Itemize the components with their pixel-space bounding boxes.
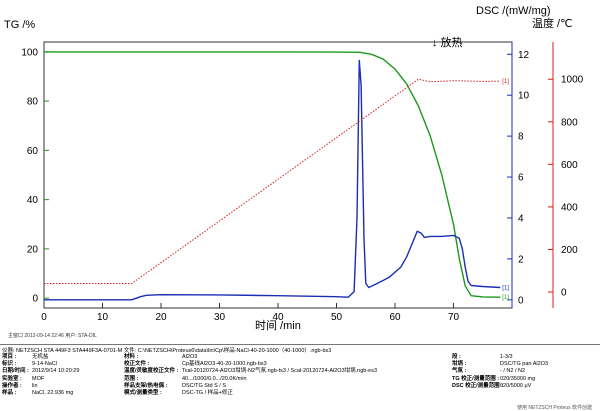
- dsc-tick-label: 0: [518, 295, 524, 306]
- dsc-tick-label: 6: [518, 173, 524, 184]
- info-row: 校正文件 : Cp基线Al2O3-40-20-1000.ngb-bs3: [124, 361, 377, 368]
- tg-axis-title: TG /%: [4, 19, 36, 31]
- info-value: 2012/9/14 10:20:29: [32, 368, 80, 375]
- dsc-tick-label: 10: [518, 91, 530, 102]
- x-axis-title: 时间 /min: [255, 320, 301, 332]
- temperature-axis-title: 温度 /℃: [532, 18, 573, 30]
- info-value: NaCl, 22.936 mg: [32, 390, 74, 397]
- info-value: DSC-TG / 样品+修正: [182, 390, 233, 397]
- x-tick-label: 30: [214, 312, 226, 323]
- info-header: 仪器: NETZSCH STA 449F3 STA449F3A-0701-M 文…: [2, 348, 332, 354]
- dsc-axis-title: DSC /(mW/mg): [476, 5, 551, 17]
- info-key: 标识 :: [2, 361, 17, 368]
- x-tick-label: 20: [155, 312, 167, 323]
- info-column-1: 项目 : 无机盐标识 : 9-14-NaCl 日期/时间 :2012/9/14 10:…: [2, 354, 79, 397]
- info-value: 40.../1000/0.0.../20.0K/min: [182, 375, 247, 382]
- info-key: 坩埚 :: [452, 361, 467, 368]
- info-key: 范围 :: [124, 375, 139, 382]
- info-key: 温度/灵敏度校正文件 :: [124, 368, 179, 375]
- info-row: 段 : 1-3/3: [452, 354, 548, 361]
- info-value: Al2O3: [182, 354, 198, 360]
- temperature-tick-label: 800: [561, 117, 578, 128]
- dsc-series-line: [44, 59, 501, 301]
- dsc-tick-label: 4: [518, 213, 524, 224]
- x-tick-label: 10: [97, 312, 109, 323]
- tg-tick-label: 80: [27, 97, 39, 108]
- info-row: 范围 : 40.../1000/0.0.../20.0K/min: [124, 376, 377, 383]
- info-key: 操作者 :: [2, 382, 22, 389]
- info-key: 实验室 :: [2, 375, 22, 382]
- footer-status: 主窗口 2012-09-14 22:46 用户: STA-DIL: [8, 333, 97, 339]
- info-row: DSC 校正/测量范围 :020/5000 μV: [452, 383, 548, 390]
- temp-series-tag: [1]: [502, 79, 509, 85]
- exotherm-indicator: ↓ 放热: [432, 37, 463, 49]
- x-tick-label: 50: [331, 312, 343, 323]
- temperature-tick-label: 1000: [561, 75, 584, 86]
- info-value: - / N2 / N2: [500, 368, 526, 375]
- temperature-tick-label: 600: [561, 160, 578, 171]
- info-key: 气氛 :: [452, 368, 467, 375]
- dsc-tick-label: 2: [518, 254, 524, 265]
- x-tick-label: 40: [272, 312, 284, 323]
- x-tick-label: 60: [389, 312, 401, 323]
- info-key: 样品支架/热电偶 :: [124, 382, 168, 389]
- info-key: TG 校正/测量范围 :: [452, 375, 500, 382]
- tg-tick-label: 100: [21, 47, 38, 58]
- info-key: 样品 :: [2, 390, 17, 397]
- info-key: DSC 校正/测量范围 :: [452, 382, 504, 389]
- info-row: 项目 : 无机盐: [2, 354, 79, 361]
- info-value: Tcal-20120724-Al2O3坩埚-N2气氛.ngb-ts3 / Sca…: [182, 368, 378, 375]
- tg-tick-label: 0: [32, 294, 38, 305]
- tg-series-line: [44, 51, 501, 298]
- info-row: 坩埚 : DSC/TG pan Al2O3: [452, 361, 548, 368]
- temperature-tick-label: 0: [561, 288, 567, 299]
- tg-tick-label: 40: [27, 195, 39, 206]
- info-value: 020/35000 mg: [500, 375, 536, 382]
- watermark: 使用 NETZSCH Proteus 软件创建: [516, 405, 592, 411]
- info-key: 模式/测量类型 :: [124, 390, 162, 397]
- info-value: MOF: [32, 375, 45, 382]
- measurement-info-table: 仪器: NETZSCH STA 449F3 STA449F3A-0701-M 文…: [0, 344, 600, 403]
- info-column-3: 段 : 1-3/3 坩埚 : DSC/TG pan Al2O3 气氛 : - / N2 /…: [452, 354, 548, 390]
- temperature-tick-label: 200: [561, 245, 578, 256]
- info-key: 材料 :: [124, 354, 139, 360]
- info-key: 项目 :: [2, 354, 17, 360]
- info-row: 气氛 : - / N2 / N2: [452, 368, 548, 375]
- info-value: DSC/TG pan Al2O3: [500, 361, 548, 368]
- tg-tick-label: 60: [27, 146, 39, 157]
- info-value: lin: [32, 382, 38, 389]
- x-tick-label: 0: [41, 312, 47, 323]
- info-value: 9-14-NaCl: [32, 361, 58, 368]
- info-row: 样品支架/热电偶 : DSC/TG Std S / S: [124, 383, 377, 390]
- tg-series-tag: [1]: [502, 295, 509, 301]
- info-key: 日期/时间 :: [2, 368, 29, 375]
- info-value: 020/5000 μV: [500, 382, 532, 389]
- info-key: 校正文件 :: [124, 361, 150, 368]
- dsc-tick-label: 8: [518, 132, 524, 143]
- info-key: 段 :: [452, 354, 461, 360]
- info-value: DSC/TG Std S / S: [182, 382, 227, 389]
- thermal-analysis-chart: 0 10 20 30 40 50 60 700204060801000246810120200…: [21, 41, 584, 323]
- info-row: 标识 : 9-14-NaCl: [2, 361, 79, 368]
- info-row: 样品 : NaCl, 22.936 mg: [2, 390, 79, 397]
- info-column-2: 材料 : Al2O3 校正文件 : Cp基线Al2O3-40-20-1000.ngb-…: [124, 354, 377, 397]
- info-row: 模式/测量类型 : DSC-TG / 样品+修正: [124, 390, 377, 397]
- temp-series-line: [44, 78, 501, 284]
- info-row: 操作者 : lin: [2, 383, 79, 390]
- dsc-series-tag: [1]: [502, 286, 509, 292]
- info-row: 材料 : Al2O3: [124, 354, 377, 361]
- temperature-tick-label: 400: [561, 202, 578, 213]
- dsc-tick-label: 12: [518, 50, 530, 61]
- info-value: 1-3/3: [500, 354, 513, 360]
- info-value: 无机盐: [32, 354, 49, 360]
- info-row: 日期/时间 :2012/9/14 10:20:29: [2, 368, 79, 375]
- tg-tick-label: 20: [27, 244, 39, 255]
- x-tick-label: 70: [448, 312, 460, 323]
- info-row: 温度/灵敏度校正文件 : Tcal-20120724-Al2O3坩埚-N2气氛.n…: [124, 368, 377, 375]
- info-value: Cp基线Al2O3-40-20-1000.ngb-bs3: [182, 361, 267, 368]
- info-row: 实验室 : MOF: [2, 376, 79, 383]
- info-row: TG 校正/测量范围 :020/35000 mg: [452, 376, 548, 383]
